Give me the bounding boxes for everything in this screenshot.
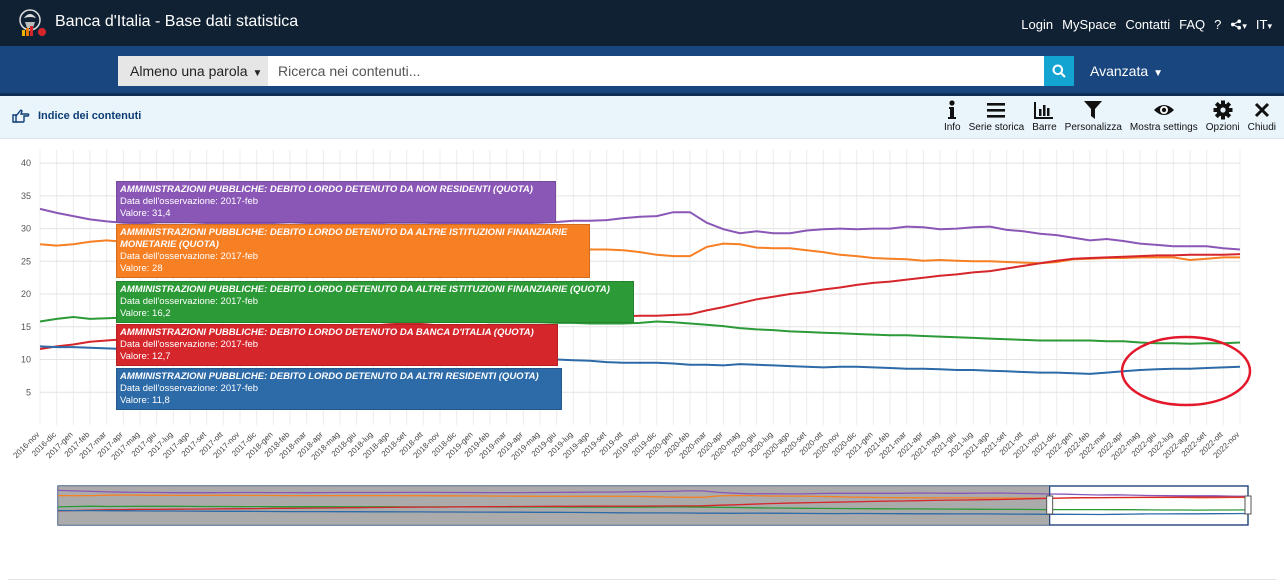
navigator-handle-right[interactable] (1244, 495, 1252, 515)
page-bottom-divider (8, 579, 1276, 580)
search-mode-select[interactable]: Almeno una parola ▼ (118, 56, 268, 86)
toolbar-actions: Info Serie storica Barre Personalizza Mo… (936, 100, 1276, 133)
info-button[interactable]: Info (944, 100, 961, 133)
eye-icon (1153, 105, 1174, 115)
y-tick-label: 10 (21, 355, 31, 365)
advanced-search-dropdown[interactable]: Avanzata ▼ (1090, 63, 1163, 79)
chevron-down-icon: ▾ (1242, 21, 1247, 31)
share-menu[interactable]: ▾ (1230, 17, 1247, 32)
customize-button[interactable]: Personalizza (1065, 100, 1122, 133)
gear-icon (1213, 100, 1233, 120)
bank-logo-icon[interactable] (16, 8, 48, 38)
bar-chart-icon (1034, 102, 1054, 119)
contatti-link[interactable]: Contatti (1125, 17, 1171, 32)
bar-chart-button[interactable]: Barre (1032, 100, 1057, 133)
list-icon (987, 103, 1006, 118)
top-navigation: Login MySpace Contatti FAQ ? ▾ IT▾ (1021, 17, 1272, 32)
advanced-search-label: Avanzata (1090, 63, 1149, 79)
login-link[interactable]: Login (1021, 17, 1054, 32)
chart-area: 5 10 15 20 25 30 35 40 2016-nov 2016-dic 2017-gen 2… (0, 140, 1284, 588)
pointing-hand-icon (12, 109, 30, 123)
search-icon (1052, 64, 1066, 78)
y-tick-label: 5 (26, 387, 31, 397)
y-tick-label: 35 (21, 191, 31, 201)
tooltip-altre-ifm: AMMINISTRAZIONI PUBBLICHE: DEBITO LORDO … (116, 224, 590, 278)
tooltip-altre-if: AMMINISTRAZIONI PUBBLICHE: DEBITO LORDO … (116, 281, 634, 323)
y-tick-label: 30 (21, 224, 31, 234)
chevron-down-icon: ▾ (1267, 21, 1272, 31)
close-button[interactable]: Chiudi (1248, 100, 1276, 133)
y-tick-label: 25 (21, 256, 31, 266)
filter-icon (1084, 101, 1103, 119)
annotation-circle (1120, 335, 1252, 407)
caret-down-icon: ▼ (252, 68, 263, 79)
series-line-0 (39, 207, 1241, 251)
tooltip-altri-residenti: AMMINISTRAZIONI PUBBLICHE: DEBITO LORDO … (116, 368, 562, 410)
info-icon (948, 100, 957, 119)
tooltip-banca-italia: AMMINISTRAZIONI PUBBLICHE: DEBITO LORDO … (116, 324, 558, 366)
myspace-link[interactable]: MySpace (1062, 17, 1117, 32)
navigator-handle-left[interactable] (1046, 495, 1054, 515)
time-series-button[interactable]: Serie storica (969, 100, 1024, 133)
language-selector[interactable]: IT▾ (1255, 17, 1272, 32)
search-mode-label: Almeno una parola (130, 63, 248, 79)
content-index-label: Indice dei contenuti (38, 110, 142, 122)
search-button[interactable] (1044, 56, 1074, 86)
help-link[interactable]: ? (1214, 17, 1222, 32)
close-icon (1254, 102, 1269, 118)
tooltip-non-residenti: AMMINISTRAZIONI PUBBLICHE: DEBITO LORDO … (116, 181, 556, 223)
search-bar: Almeno una parola ▼ Avanzata ▼ (0, 46, 1284, 96)
y-tick-label: 20 (21, 289, 31, 299)
caret-down-icon: ▼ (1153, 68, 1164, 79)
top-bar: Banca d'Italia - Base dati statistica Lo… (0, 0, 1284, 46)
show-settings-button[interactable]: Mostra settings (1130, 100, 1198, 133)
search-input[interactable] (268, 56, 1044, 86)
options-button[interactable]: Opzioni (1206, 100, 1240, 133)
y-tick-label: 40 (21, 158, 31, 168)
content-index-link[interactable]: Indice dei contenuti (12, 109, 141, 123)
app-title[interactable]: Banca d'Italia - Base dati statistica (55, 13, 299, 30)
faq-link[interactable]: FAQ (1179, 17, 1206, 32)
share-icon (1231, 19, 1242, 30)
y-tick-label: 15 (21, 322, 31, 332)
toolbar: Indice dei contenuti Info Serie storica … (0, 96, 1284, 139)
